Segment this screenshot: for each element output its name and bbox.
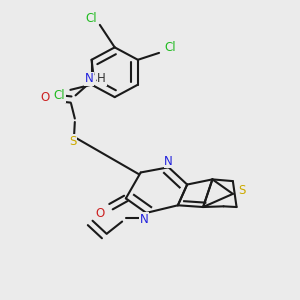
Text: O: O [40,91,50,103]
Text: Cl: Cl [53,89,65,102]
Text: S: S [238,184,246,197]
Text: N: N [140,213,149,226]
Text: Cl: Cl [164,41,176,54]
Text: N: N [164,154,173,168]
Text: H: H [97,72,106,85]
Text: N: N [85,72,93,85]
Text: Cl: Cl [86,12,98,25]
Text: S: S [69,134,76,148]
Text: O: O [95,207,104,220]
